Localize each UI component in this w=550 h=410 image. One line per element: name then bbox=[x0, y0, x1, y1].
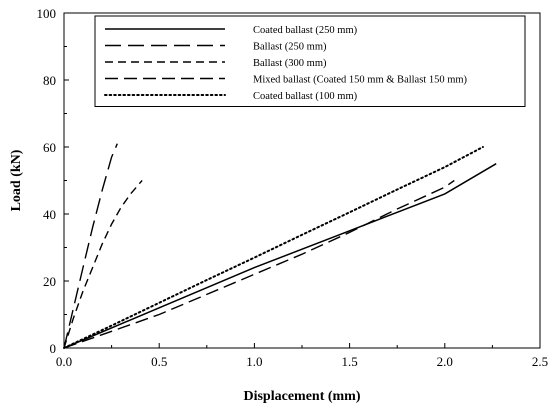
series-line-3 bbox=[63, 180, 143, 349]
legend-label-5: Coated ballast (100 mm) bbox=[253, 91, 358, 102]
y-tick-label: 80 bbox=[43, 73, 56, 88]
x-tick-label: 1.0 bbox=[246, 354, 262, 369]
y-tick-label: 100 bbox=[37, 6, 57, 21]
x-axis: 0.0 0.5 1.0 1.5 2.0 2.5 bbox=[56, 343, 548, 369]
y-axis-title: Load (kN) bbox=[9, 149, 24, 211]
x-tick-label: 2.5 bbox=[532, 354, 548, 369]
legend-label-3: Ballast (300 mm) bbox=[253, 58, 327, 69]
y-tick-label: 0 bbox=[50, 341, 57, 356]
series-line-2 bbox=[63, 143, 118, 349]
series-line-4 bbox=[63, 179, 455, 349]
legend: Coated ballast (250 mm) Ballast (250 mm) B… bbox=[94, 15, 526, 107]
legend-label-2: Ballast (250 mm) bbox=[253, 42, 327, 53]
x-tick-label: 1.5 bbox=[341, 354, 357, 369]
x-tick-label: 2.0 bbox=[437, 354, 453, 369]
x-axis-title: Displacement (mm) bbox=[243, 389, 360, 404]
y-tick-label: 60 bbox=[43, 140, 56, 155]
y-tick-label: 20 bbox=[43, 274, 56, 289]
series-layer bbox=[63, 143, 497, 349]
series-line-5 bbox=[63, 146, 484, 349]
series-line-1 bbox=[63, 163, 497, 349]
legend-label-4: Mixed ballast (Coated 150 mm & Ballast 1… bbox=[253, 75, 468, 86]
y-tick-label: 40 bbox=[43, 207, 56, 222]
legend-label-1: Coated ballast (250 mm) bbox=[253, 25, 358, 36]
legend-box bbox=[94, 15, 526, 107]
x-tick-label: 0.0 bbox=[56, 354, 72, 369]
x-tick-label: 0.5 bbox=[151, 354, 167, 369]
